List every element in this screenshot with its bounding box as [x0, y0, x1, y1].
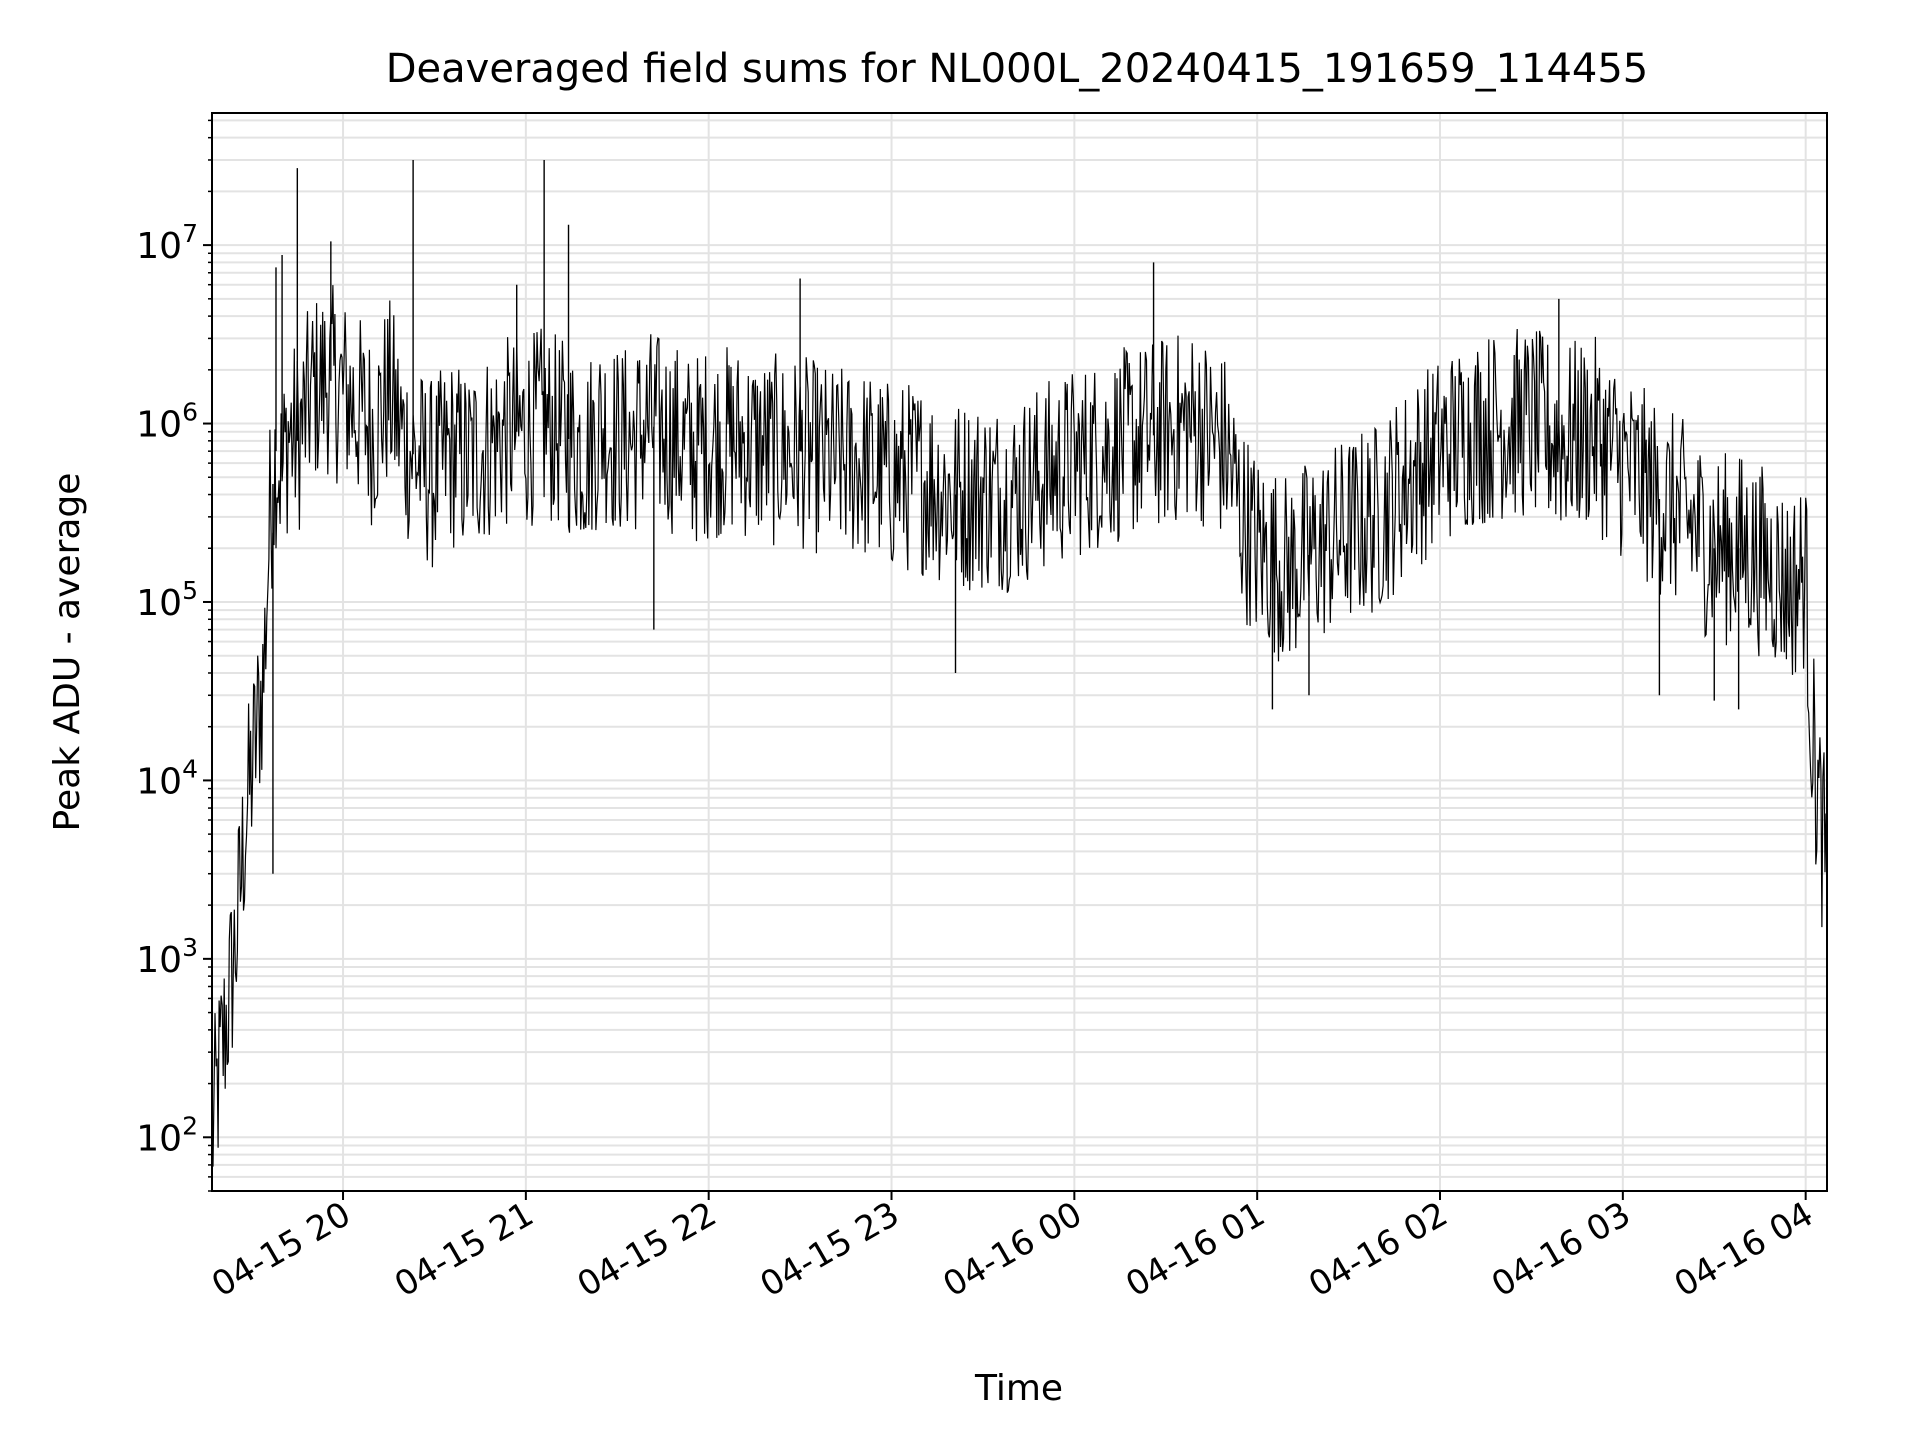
y-tick-label: 107: [136, 219, 198, 267]
y-axis: 102 103 104 105 106 107: [136, 119, 212, 1192]
plot-frame: [211, 112, 1828, 1192]
y-tick-label: 104: [136, 754, 198, 802]
x-axis-label: Time: [974, 1368, 1063, 1409]
chart-title: Deaveraged field sums for NL000L_2024041…: [386, 46, 1649, 92]
y-axis-label: Peak ADU - average: [47, 473, 88, 832]
y-tick-label: 105: [136, 576, 198, 624]
grid: [212, 113, 1827, 1192]
y-tick-label: 102: [136, 1111, 198, 1159]
y-tick-label: 106: [136, 398, 198, 446]
y-tick-label: 103: [136, 933, 198, 981]
series-line: [211, 285, 1828, 1167]
series-layer: [211, 159, 1828, 1167]
